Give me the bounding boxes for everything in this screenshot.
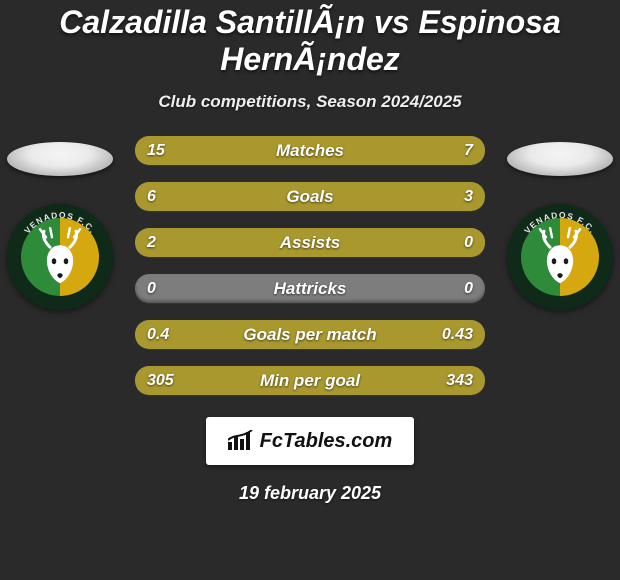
club-logo-right: VENADOS F.C. YUCATÁN (507, 204, 613, 310)
date: 19 february 2025 (0, 483, 620, 504)
comparison-infographic: Calzadilla SantillÃ¡n vs Espinosa HernÃ¡… (0, 0, 620, 580)
stat-bar: 20Assists (135, 228, 485, 257)
deer-icon (34, 227, 86, 289)
stat-label: Goals (135, 187, 485, 207)
bar-chart-icon (228, 430, 254, 452)
stat-bar: 63Goals (135, 182, 485, 211)
footer-badge: FcTables.com (206, 417, 414, 465)
page-title: Calzadilla SantillÃ¡n vs Espinosa HernÃ¡… (0, 4, 620, 78)
stat-label: Assists (135, 233, 485, 253)
stat-label: Hattricks (135, 279, 485, 299)
club-logo-left: VENADOS F.C. YUCATÁN (7, 204, 113, 310)
stat-label: Goals per match (135, 325, 485, 345)
brand-text: FcTables.com (260, 430, 393, 453)
stat-bar: 00Hattricks (135, 274, 485, 303)
player-silhouette-left (7, 142, 113, 176)
brand-logo: FcTables.com (228, 430, 393, 453)
content-row: VENADOS F.C. YUCATÁN (0, 136, 620, 395)
subtitle: Club competitions, Season 2024/2025 (0, 92, 620, 112)
stat-bar: 305343Min per goal (135, 366, 485, 395)
stat-bar: 157Matches (135, 136, 485, 165)
comparison-bars: 157Matches 63Goals 20Assists 00Hattricks 0.4… (120, 136, 500, 395)
stat-label: Min per goal (135, 371, 485, 391)
right-side: VENADOS F.C. YUCATÁN (500, 136, 620, 310)
stat-bar: 0.40.43Goals per match (135, 320, 485, 349)
stat-label: Matches (135, 141, 485, 161)
left-side: VENADOS F.C. YUCATÁN (0, 136, 120, 310)
player-silhouette-right (507, 142, 613, 176)
deer-icon (534, 227, 586, 289)
